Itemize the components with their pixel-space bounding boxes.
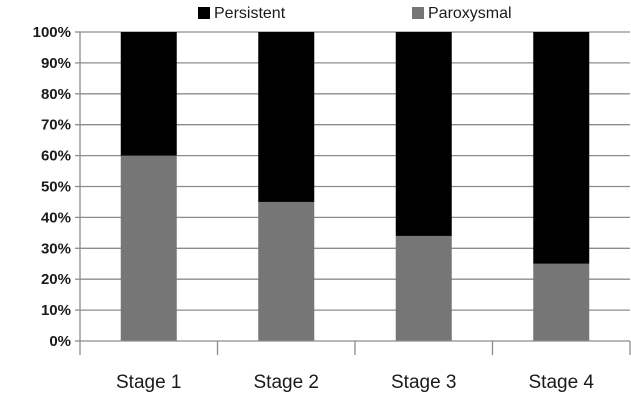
bar-persistent-stage-2: [258, 32, 315, 202]
y-tick-label: 50%: [41, 179, 71, 196]
y-tick-label: 80%: [41, 86, 71, 103]
y-tick-label: 30%: [41, 240, 71, 257]
axes: [79, 32, 631, 355]
legend-label-paroxysmal: Paroxysmal: [428, 5, 512, 22]
bar-paroxysmal-stage-2: [258, 201, 315, 341]
x-category-label: Stage 4: [529, 372, 595, 393]
bars: [120, 32, 590, 341]
bar-persistent-stage-3: [395, 32, 452, 236]
legend-label-persistent: Persistent: [214, 5, 286, 22]
y-tick-label: 70%: [41, 117, 71, 134]
y-tick-label: 100%: [33, 24, 71, 41]
x-category-labels: Stage 1 Stage 2 Stage 3 Stage 4: [116, 372, 594, 393]
y-tick-labels: 0% 10% 20% 30% 40% 50% 60% 70% 80% 90% 100%: [33, 24, 71, 350]
legend: Persistent Paroxysmal: [198, 5, 512, 22]
y-tick-label: 0%: [49, 333, 71, 350]
bar-paroxysmal-stage-3: [395, 235, 452, 341]
y-tick-label: 20%: [41, 271, 71, 288]
bar-paroxysmal-stage-4: [533, 263, 590, 341]
bar-persistent-stage-4: [533, 32, 590, 264]
bar-paroxysmal-stage-1: [120, 155, 177, 341]
y-tick-label: 10%: [41, 302, 71, 319]
bar-persistent-stage-1: [120, 32, 177, 156]
y-tick-label: 40%: [41, 209, 71, 226]
legend-swatch-persistent: [198, 7, 210, 19]
y-tick-label: 90%: [41, 55, 71, 72]
x-category-label: Stage 1: [116, 372, 182, 393]
x-category-label: Stage 2: [254, 372, 320, 393]
y-tick-label: 60%: [41, 148, 71, 165]
x-category-label: Stage 3: [391, 372, 457, 393]
legend-swatch-paroxysmal: [412, 7, 424, 19]
